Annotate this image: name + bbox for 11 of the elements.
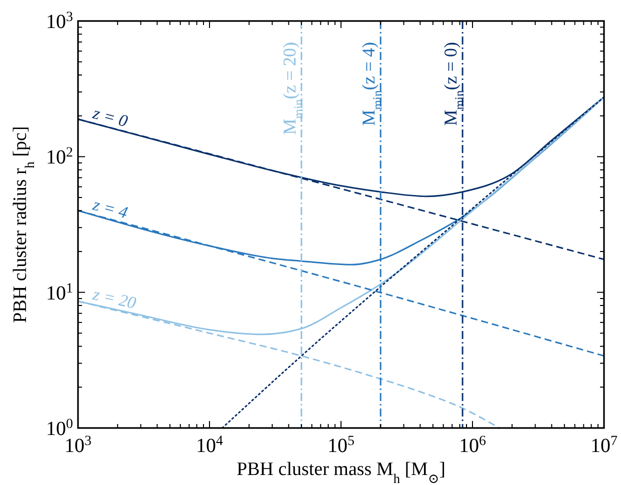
x-tick-label: 10$^{6}$ bbox=[459, 434, 486, 457]
text: z = 4 bbox=[90, 194, 130, 222]
y-tick-label: 10$^{1}$ bbox=[46, 280, 73, 304]
x-tick-label: 10$^{5}$ bbox=[328, 434, 354, 457]
x-tick-label: 10$^{4}$ bbox=[196, 434, 223, 457]
text: z = 0 bbox=[90, 103, 130, 131]
y-tick-label: 10$^{2}$ bbox=[46, 145, 73, 169]
y-tick-label: 10$^{3}$ bbox=[46, 10, 73, 33]
x-tick-label: 10$^{7}$ bbox=[590, 434, 618, 457]
text: z = 20 bbox=[90, 284, 138, 313]
x-axis-title: PBH cluster mass M$_{h}$ [M$_{⊙}$] bbox=[236, 459, 446, 485]
